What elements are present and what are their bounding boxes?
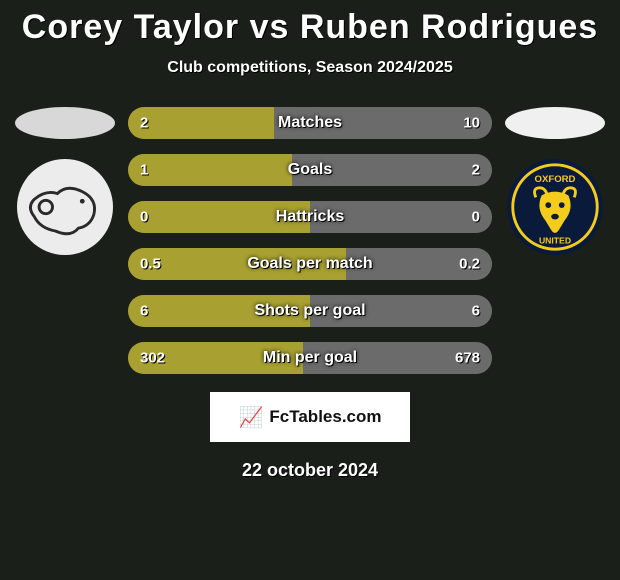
stat-value-left: 0 (140, 209, 148, 226)
stat-row: Goals 1 2 (128, 154, 492, 186)
stat-value-right: 2 (472, 162, 480, 179)
stat-label: Shots per goal (254, 302, 365, 320)
stat-value-left: 0.5 (140, 256, 161, 273)
stat-value-right: 0 (472, 209, 480, 226)
stat-value-right: 10 (463, 115, 480, 132)
stat-value-left: 6 (140, 303, 148, 320)
svg-text:UNITED: UNITED (539, 235, 571, 245)
stat-value-right: 0.2 (459, 256, 480, 273)
stat-value-right: 6 (472, 303, 480, 320)
bar-left-fill (128, 154, 292, 186)
stat-label: Hattricks (276, 208, 344, 226)
stat-value-left: 1 (140, 162, 148, 179)
stat-bars: Matches 2 10 Goals 1 2 Hattricks 0 0 Goals per ma… (120, 107, 500, 374)
comparison-panel: Matches 2 10 Goals 1 2 Hattricks 0 0 Goals per ma… (0, 107, 620, 374)
stat-row: Goals per match 0.5 0.2 (128, 248, 492, 280)
stat-value-right: 678 (455, 350, 480, 367)
stat-label: Goals (288, 161, 332, 179)
team-right: OXFORD UNITED (500, 107, 610, 255)
ram-icon (17, 159, 113, 255)
date-label: 22 october 2024 (0, 460, 620, 481)
chart-icon: 📈 (238, 405, 263, 430)
stat-row: Min per goal 302 678 (128, 342, 492, 374)
stat-label: Min per goal (263, 349, 357, 367)
stat-value-left: 302 (140, 350, 165, 367)
team-left (10, 107, 120, 255)
stat-label: Matches (278, 114, 342, 132)
stat-row: Matches 2 10 (128, 107, 492, 139)
stat-label: Goals per match (247, 255, 372, 273)
stat-row: Hattricks 0 0 (128, 201, 492, 233)
stat-value-left: 2 (140, 115, 148, 132)
player-photo-right (505, 107, 605, 139)
player-photo-left (15, 107, 115, 139)
ox-icon: OXFORD UNITED (507, 159, 603, 255)
svg-text:OXFORD: OXFORD (535, 174, 576, 185)
stat-row: Shots per goal 6 6 (128, 295, 492, 327)
team-crest-right: OXFORD UNITED (507, 159, 603, 255)
branding-text: FcTables.com (269, 407, 381, 427)
page-title: Corey Taylor vs Ruben Rodrigues (0, 0, 620, 47)
branding-badge: 📈 FcTables.com (210, 392, 410, 442)
subtitle: Club competitions, Season 2024/2025 (0, 59, 620, 77)
bar-left-fill (128, 107, 274, 139)
team-crest-left (17, 159, 113, 255)
